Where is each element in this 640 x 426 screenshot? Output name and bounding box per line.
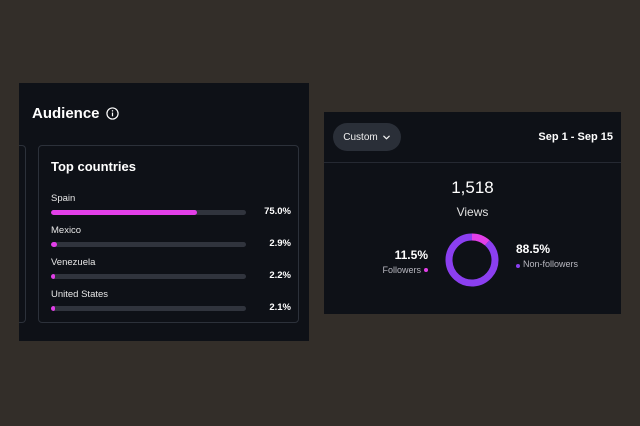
country-row: United States 2.1% <box>51 289 291 317</box>
followers-legend-dot <box>424 268 428 272</box>
info-icon[interactable] <box>105 107 119 120</box>
followers-label: Followers <box>382 265 421 275</box>
non-followers-stat: 88.5% Non-followers <box>516 242 579 269</box>
audience-title: Audience <box>32 105 100 122</box>
country-name: United States <box>51 289 109 300</box>
country-percent: 2.1% <box>269 302 291 313</box>
non-followers-percent: 88.5% <box>516 242 551 256</box>
followers-percent: 11.5% <box>394 248 428 262</box>
donut-segment-followers <box>445 233 499 287</box>
chevron-down-icon <box>382 135 390 139</box>
followers-stat: 11.5% Followers <box>382 248 428 275</box>
country-bar-fill <box>51 210 198 215</box>
audience-header: Audience <box>32 105 119 122</box>
views-panel: Custom Sep 1 - Sep 15 1,518 Views 11.5% … <box>324 112 621 314</box>
country-row: Mexico 2.9% <box>51 225 291 253</box>
country-bar-fill <box>51 306 56 311</box>
custom-range-label: Custom <box>343 131 378 143</box>
views-count: 1,518 <box>451 178 494 197</box>
divider <box>324 162 621 163</box>
audience-panel: Audience Top countries Spain 75.0% Mexic… <box>19 83 309 341</box>
previous-card-edge <box>19 145 26 323</box>
country-percent: 2.2% <box>269 270 291 281</box>
custom-range-button[interactable]: Custom <box>333 123 401 151</box>
views-label: Views <box>456 205 489 219</box>
country-name: Venezuela <box>51 257 96 268</box>
country-row: Venezuela 2.2% <box>51 257 291 285</box>
top-countries-card: Top countries Spain 75.0% Mexico 2.9% Ve… <box>38 145 299 323</box>
country-percent: 75.0% <box>264 206 291 217</box>
top-countries-title: Top countries <box>51 159 136 174</box>
country-bar-track <box>51 274 246 279</box>
followers-donut-chart <box>445 233 499 287</box>
donut-segment-non-followers <box>445 233 499 287</box>
country-name: Spain <box>51 193 76 204</box>
country-bar-track <box>51 210 246 215</box>
country-bar-fill <box>51 274 56 279</box>
country-name: Mexico <box>51 225 82 236</box>
country-row: Spain 75.0% <box>51 193 291 221</box>
date-range: Sep 1 - Sep 15 <box>538 131 613 143</box>
country-bar-fill <box>51 242 57 247</box>
country-bar-track <box>51 306 246 311</box>
country-bar-track <box>51 242 246 247</box>
non-followers-legend-dot <box>516 264 520 268</box>
non-followers-label: Non-followers <box>523 259 579 269</box>
country-percent: 2.9% <box>269 238 291 249</box>
